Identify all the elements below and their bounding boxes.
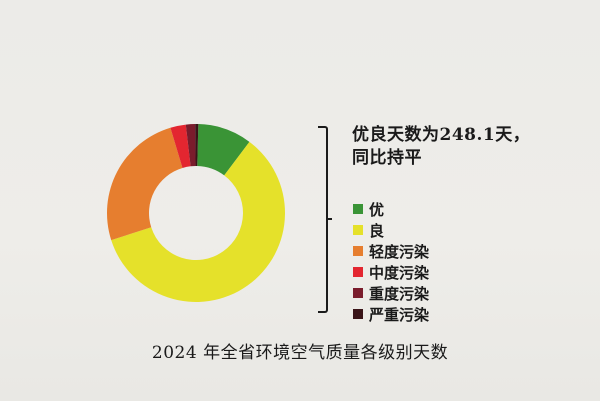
legend-item-good: 良 [353,220,429,240]
chart-legend: 优 良 轻度污染 中度污染 重度污染 严重污染 [353,199,429,325]
legend-swatch-good [353,225,363,235]
legend-swatch-heavy-pollution [353,288,363,298]
legend-item-light-pollution: 轻度污染 [353,241,429,261]
summary-line-1: 优良天数为248.1天， [352,125,531,145]
slice-light-pollution [107,127,183,241]
legend-label-good: 良 [369,221,385,240]
legend-label-severe-pollution: 严重污染 [369,305,430,324]
legend-swatch-light-pollution [353,246,363,256]
summary-line-2: 同比持平 [352,148,422,168]
summary-annotation: 优良天数为248.1天， 同比持平 [352,124,592,170]
slice-severe-pollution [195,124,199,167]
legend-swatch-excellent [353,204,363,214]
slice-moderate-pollution [170,124,191,168]
legend-item-heavy-pollution: 重度污染 [353,283,429,303]
slice-excellent [197,124,250,176]
legend-label-moderate-pollution: 中度污染 [369,263,430,282]
legend-label-excellent: 优 [369,200,385,219]
legend-item-moderate-pollution: 中度污染 [353,262,429,282]
legend-item-excellent: 优 [353,199,429,219]
slice-heavy-pollution [185,124,196,167]
legend-item-severe-pollution: 严重污染 [353,304,429,324]
legend-swatch-moderate-pollution [353,267,363,277]
legend-swatch-severe-pollution [353,309,363,319]
legend-label-heavy-pollution: 重度污染 [369,284,430,303]
chart-caption: 2024 年全省环境空气质量各级别天数 [151,343,449,363]
legend-label-light-pollution: 轻度污染 [369,242,430,261]
slice-good [111,141,285,302]
summary-bracket-tick [326,218,332,220]
